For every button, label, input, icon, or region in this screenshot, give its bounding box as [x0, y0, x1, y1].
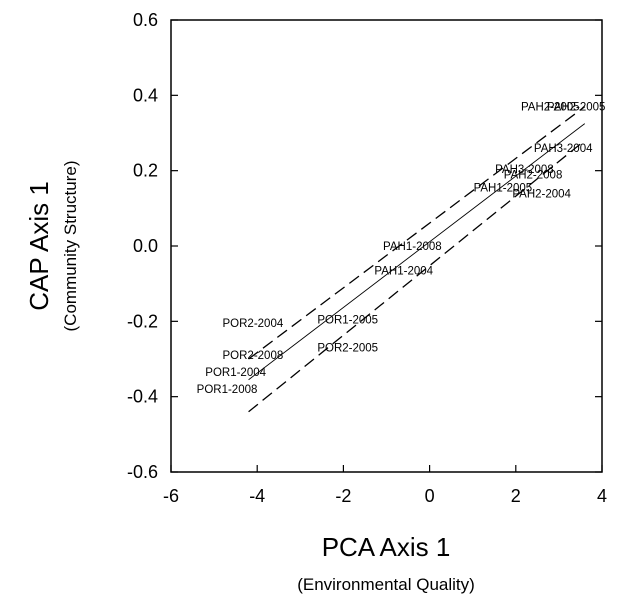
y-tick-label: -0.4 — [127, 387, 158, 407]
confidence-band-upper — [248, 106, 586, 360]
y-axis-subtitle: (Community Structure) — [61, 161, 80, 332]
point-label: POR2-2008 — [223, 350, 284, 362]
y-tick-label: -0.2 — [127, 311, 158, 331]
y-axis-title: CAP Axis 1 — [24, 181, 54, 311]
point-label: POR1-2008 — [197, 384, 258, 396]
x-tick-label: 4 — [597, 486, 607, 506]
x-tick-label: 2 — [511, 486, 521, 506]
point-label: PAH1-2005 — [474, 183, 533, 195]
point-label: POR2-2004 — [223, 318, 284, 330]
x-axis-title: PCA Axis 1 — [322, 532, 451, 562]
x-tick-label: -2 — [335, 486, 351, 506]
y-tick-label: 0.4 — [133, 85, 158, 105]
y-tick-label: 0.0 — [133, 236, 158, 256]
point-label: PAH3-2008 — [495, 164, 554, 176]
point-label: POR2-2005 — [317, 343, 378, 355]
y-tick-label: -0.6 — [127, 462, 158, 482]
point-label: PAH3-2004 — [534, 143, 593, 155]
y-tick-label: 0.2 — [133, 161, 158, 181]
point-label: PAH1-2004 — [374, 265, 433, 277]
x-tick-label: -4 — [249, 486, 265, 506]
x-axis-subtitle: (Environmental Quality) — [297, 575, 475, 594]
point-label: PAH2-2005 — [547, 102, 606, 114]
point-label: POR1-2004 — [205, 367, 266, 379]
x-tick-label: -6 — [163, 486, 179, 506]
point-label: PAH2-2004 — [512, 188, 571, 200]
point-label: PAH1-2008 — [383, 241, 442, 253]
point-label: POR1-2005 — [317, 314, 378, 326]
point-label: PAH2-2005 — [521, 102, 580, 114]
point-label: PAH2-2008 — [504, 169, 563, 181]
y-tick-label: 0.6 — [133, 10, 158, 30]
regression-line — [248, 123, 586, 381]
x-tick-label: 0 — [425, 486, 435, 506]
